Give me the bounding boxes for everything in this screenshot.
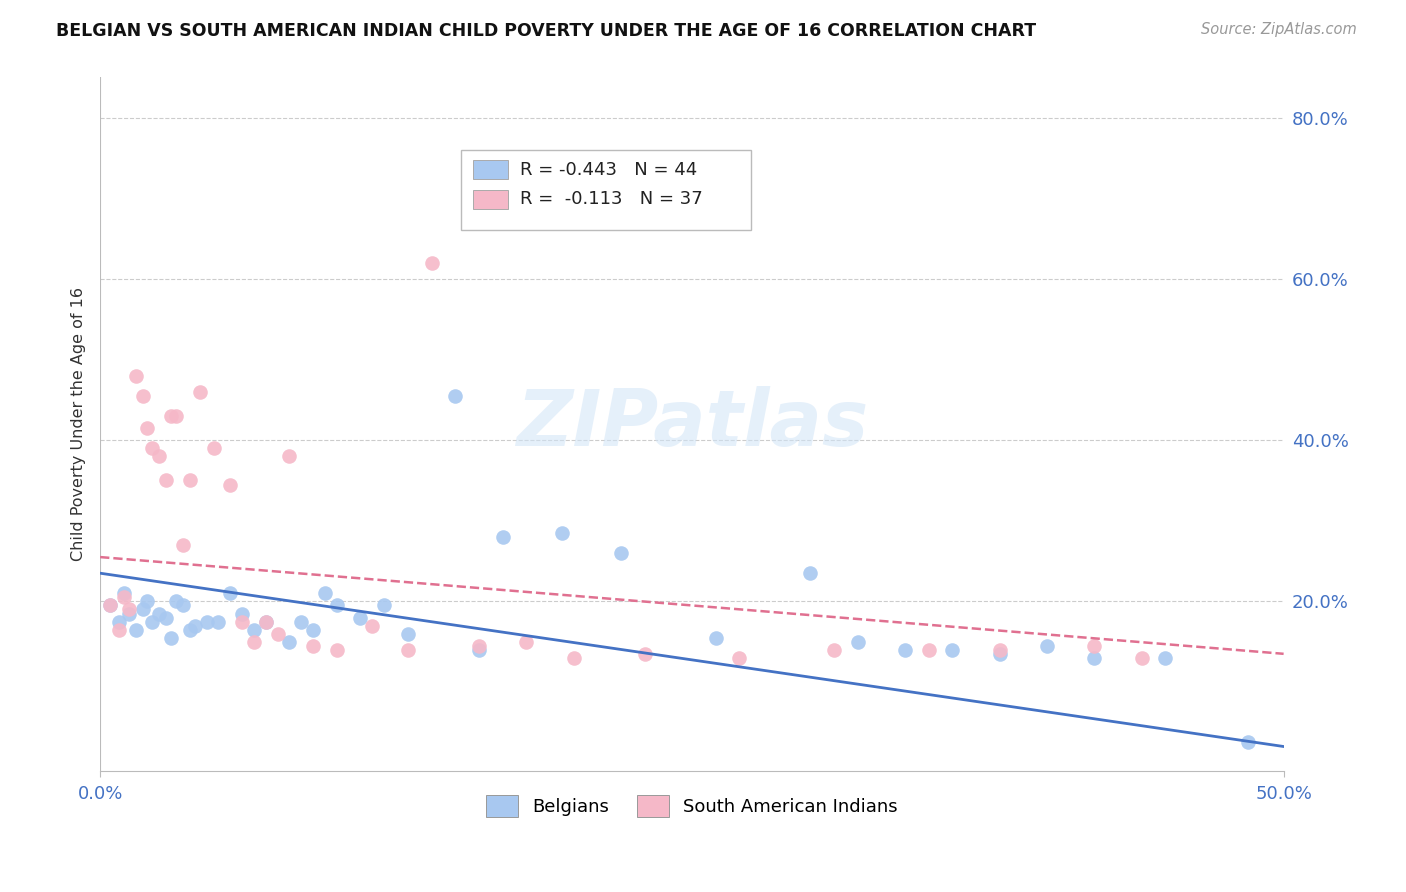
Point [550,525,572,540]
Point [1036,639,1059,653]
Point [124,368,146,383]
Y-axis label: Child Poverty Under the Age of 16: Child Poverty Under the Age of 16 [72,287,86,561]
Point [148,450,170,464]
Point [349,610,371,624]
Point [112,586,135,600]
Point [373,599,395,613]
Point [1237,735,1260,749]
Text: Source: ZipAtlas.com: Source: ZipAtlas.com [1201,22,1357,37]
Point [202,442,225,456]
Point [108,615,131,629]
Point [172,599,194,613]
Point [148,607,170,621]
Point [195,615,218,629]
Point [219,586,242,600]
FancyBboxPatch shape [472,160,509,179]
Point [112,591,135,605]
Point [396,642,419,657]
Point [243,623,266,637]
Point [1130,650,1153,665]
Point [98,599,121,613]
Point [124,623,146,637]
Point [610,546,633,560]
Point [141,442,163,456]
Point [98,599,121,613]
Point [290,615,312,629]
Point [846,634,869,648]
Point [704,631,727,645]
Point [633,647,655,661]
Point [278,450,301,464]
Point [188,384,211,399]
Point [302,639,325,653]
Point [491,530,513,544]
Point [562,650,585,665]
Point [266,626,288,640]
Point [132,389,155,403]
Point [155,610,177,624]
Point [515,634,537,648]
Point [326,642,349,657]
Point [1083,650,1105,665]
Point [117,602,139,616]
Point [444,389,467,403]
Point [207,615,229,629]
Point [278,634,301,648]
Point [160,409,183,423]
FancyBboxPatch shape [461,150,751,230]
Point [160,631,183,645]
Point [136,421,159,435]
Text: R =  -0.113   N = 37: R = -0.113 N = 37 [520,191,703,209]
Text: ZIPatlas: ZIPatlas [516,386,868,462]
Point [141,615,163,629]
Point [1083,639,1105,653]
Point [243,634,266,648]
Point [468,639,491,653]
Point [941,642,963,657]
Point [136,594,159,608]
Point [108,623,131,637]
Point [155,474,177,488]
Point [219,477,242,491]
Point [988,642,1011,657]
Point [894,642,917,657]
Point [165,409,187,423]
Point [361,618,384,632]
Point [396,626,419,640]
Point [231,615,253,629]
Point [179,474,201,488]
Point [179,623,201,637]
Point [254,615,277,629]
Point [165,594,187,608]
Point [728,650,751,665]
Point [172,538,194,552]
Point [988,647,1011,661]
Point [231,607,253,621]
Point [302,623,325,637]
Point [917,642,939,657]
Point [254,615,277,629]
Point [1154,650,1177,665]
Point [117,607,139,621]
Point [468,642,491,657]
Point [420,256,443,270]
Point [132,602,155,616]
Point [823,642,845,657]
FancyBboxPatch shape [472,190,509,209]
Point [184,618,207,632]
Legend: Belgians, South American Indians: Belgians, South American Indians [478,788,905,824]
Text: BELGIAN VS SOUTH AMERICAN INDIAN CHILD POVERTY UNDER THE AGE OF 16 CORRELATION C: BELGIAN VS SOUTH AMERICAN INDIAN CHILD P… [56,22,1036,40]
Text: R = -0.443   N = 44: R = -0.443 N = 44 [520,161,697,178]
Point [326,599,349,613]
Point [799,566,821,581]
Point [314,586,336,600]
